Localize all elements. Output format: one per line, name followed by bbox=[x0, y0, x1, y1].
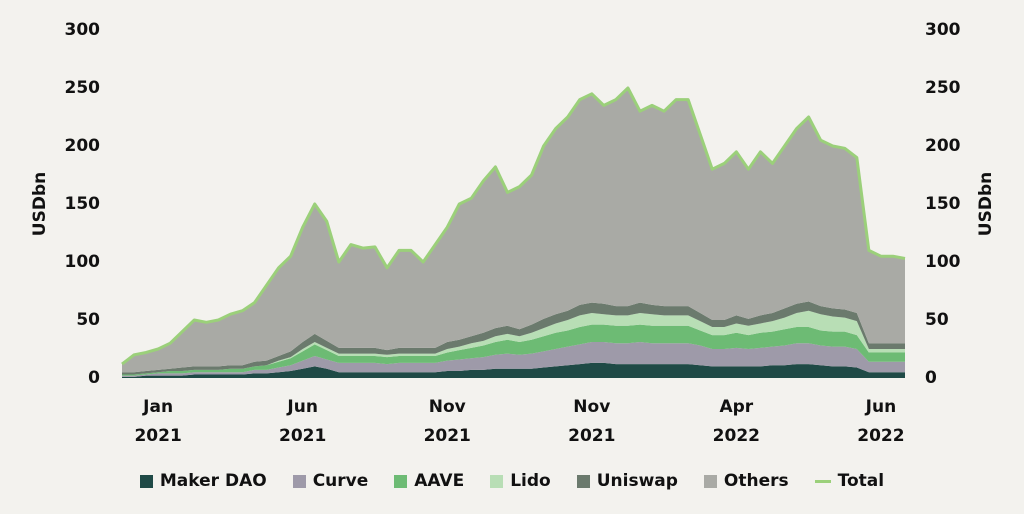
legend-label: Uniswap bbox=[596, 471, 678, 491]
x-tick-label: Apr 2022 bbox=[712, 397, 760, 446]
y2-tick-label: 200 bbox=[925, 136, 961, 156]
y-tick-label: 100 bbox=[65, 252, 101, 272]
y-tick-label: 250 bbox=[65, 78, 101, 98]
y-tick-label: 150 bbox=[65, 194, 101, 214]
legend-label: Curve bbox=[312, 471, 369, 491]
area bbox=[122, 362, 905, 378]
legend-swatch bbox=[490, 474, 504, 488]
legend-label: Maker DAO bbox=[159, 471, 267, 491]
y2-tick-label: 50 bbox=[925, 310, 949, 330]
legend-item: AAVE bbox=[394, 471, 464, 491]
y2-tick-label: 0 bbox=[925, 368, 937, 388]
x-tick-label: Jun 2022 bbox=[857, 397, 905, 446]
area bbox=[122, 301, 905, 375]
legend-label: Total bbox=[837, 471, 885, 491]
area bbox=[122, 88, 905, 373]
y-tick-label: 300 bbox=[65, 20, 101, 40]
legend-swatch bbox=[394, 474, 408, 488]
y2-tick-label: 150 bbox=[925, 194, 961, 214]
y-tick-label: 200 bbox=[65, 136, 101, 156]
legend-label: AAVE bbox=[414, 471, 465, 491]
y-axis-title: USDbn bbox=[30, 172, 50, 236]
y2-tick-label: 250 bbox=[925, 78, 961, 98]
legend-item: Curve bbox=[292, 471, 369, 491]
legend-swatch bbox=[576, 474, 590, 488]
legend-item: Uniswap bbox=[576, 471, 678, 491]
legend-swatch bbox=[139, 474, 153, 488]
x-tick-label: Nov 2021 bbox=[423, 397, 471, 446]
legend: Maker DAO Curve AAVE Lido Uniswap Others Total bbox=[0, 471, 1024, 491]
y2-tick-label: 300 bbox=[925, 20, 961, 40]
area bbox=[122, 342, 905, 377]
legend-swatch bbox=[703, 474, 717, 488]
x-tick-label: Jan 2021 bbox=[134, 397, 182, 446]
x-tick-label: Nov 2021 bbox=[568, 397, 616, 446]
legend-swatch bbox=[292, 474, 306, 488]
y2-tick-label: 100 bbox=[925, 252, 961, 272]
legend-item: Maker DAO bbox=[139, 471, 267, 491]
legend-item: Lido bbox=[490, 471, 551, 491]
y-tick-label: 50 bbox=[76, 310, 100, 330]
area bbox=[122, 324, 905, 376]
y-tick-label: 0 bbox=[88, 368, 100, 388]
area bbox=[122, 310, 905, 375]
legend-item: Others bbox=[703, 471, 789, 491]
total-line bbox=[121, 86, 906, 366]
legend-label: Lido bbox=[510, 471, 551, 491]
legend-label: Others bbox=[723, 471, 789, 491]
x-tick-label: Jun 2021 bbox=[279, 397, 327, 446]
y2-axis-title: USDbn bbox=[976, 172, 996, 236]
legend-swatch bbox=[814, 479, 831, 483]
legend-item: Total bbox=[814, 471, 885, 491]
